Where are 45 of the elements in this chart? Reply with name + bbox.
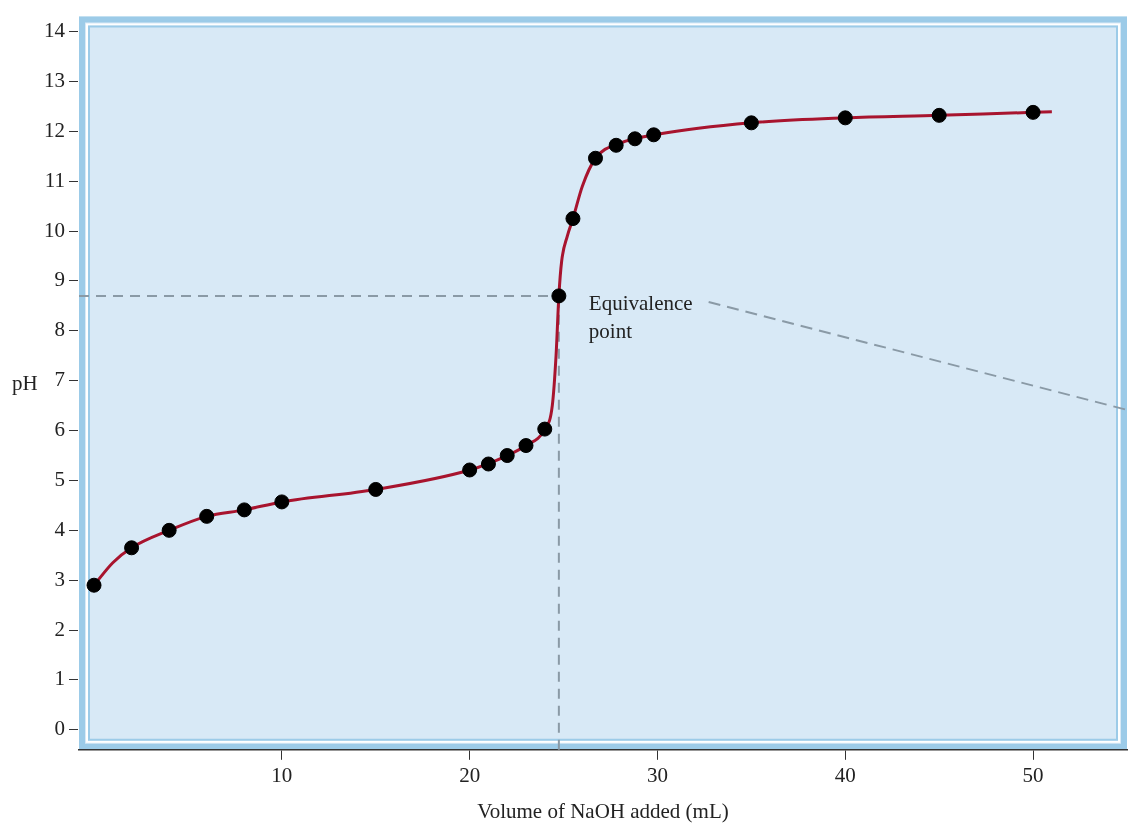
point bbox=[931, 107, 947, 123]
point bbox=[1025, 104, 1041, 120]
y-tick-label: 12 bbox=[44, 117, 65, 142]
y-tick-label: 14 bbox=[44, 18, 66, 43]
y-tick-label: 10 bbox=[44, 217, 65, 242]
x-tick-label: 50 bbox=[1022, 762, 1044, 787]
point bbox=[646, 127, 662, 143]
point bbox=[86, 577, 102, 593]
x-axis-title: Volume of NaOH added (mL) bbox=[477, 799, 729, 823]
y-tick-label: 1 bbox=[54, 666, 65, 691]
point bbox=[518, 438, 534, 454]
y-tick-label: 8 bbox=[54, 317, 65, 342]
point bbox=[462, 462, 478, 478]
y-tick-label: 5 bbox=[54, 466, 65, 491]
point bbox=[480, 456, 496, 472]
point bbox=[551, 288, 567, 304]
point bbox=[199, 508, 215, 524]
x-tick-label: 40 bbox=[834, 762, 856, 787]
point bbox=[627, 131, 643, 147]
point bbox=[499, 448, 515, 464]
x-tick-label: 10 bbox=[271, 762, 293, 787]
point bbox=[161, 522, 177, 538]
x-tick-label: 30 bbox=[646, 762, 668, 787]
point bbox=[587, 150, 603, 166]
y-tick-label: 7 bbox=[54, 367, 65, 392]
point bbox=[124, 540, 140, 556]
point bbox=[274, 494, 290, 510]
point bbox=[837, 110, 853, 126]
y-tick-label: 13 bbox=[44, 67, 65, 92]
point bbox=[236, 502, 252, 518]
y-tick-label: 4 bbox=[54, 516, 66, 541]
point bbox=[743, 115, 759, 131]
y-tick-label: 11 bbox=[44, 167, 65, 192]
y-tick-label: 0 bbox=[54, 716, 65, 741]
point bbox=[537, 421, 553, 437]
x-tick-label: 20 bbox=[459, 762, 481, 787]
y-tick-label: 2 bbox=[54, 616, 65, 641]
y-axis-title: pH bbox=[12, 371, 38, 396]
point bbox=[608, 137, 624, 153]
y-tick-label: 3 bbox=[54, 566, 65, 591]
y-tick-label: 6 bbox=[54, 417, 65, 442]
point bbox=[368, 481, 384, 497]
annotation: Equivalence point bbox=[588, 290, 693, 343]
point bbox=[565, 211, 581, 227]
y-tick-label: 9 bbox=[54, 267, 65, 292]
